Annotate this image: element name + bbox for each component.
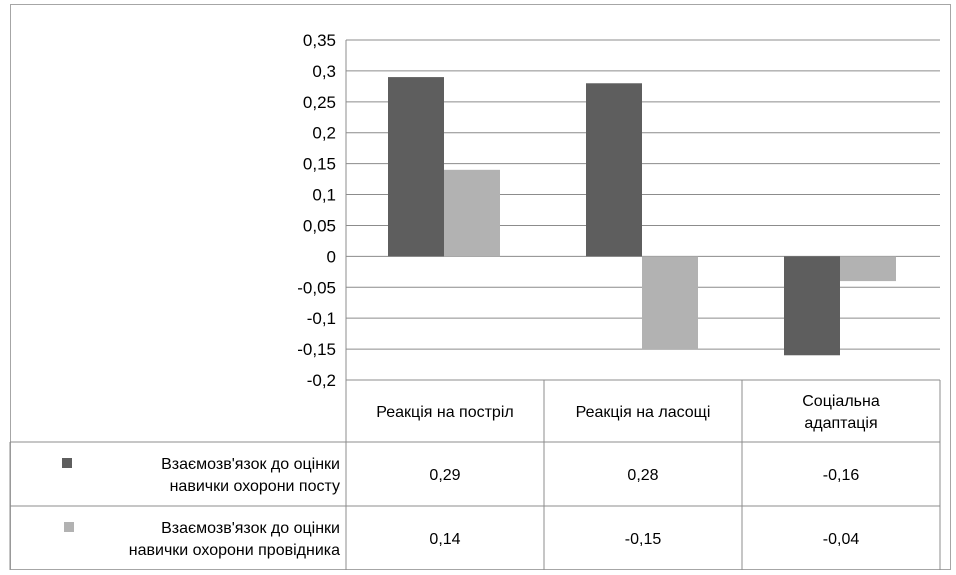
legend-label: навички охорони посту xyxy=(170,478,340,495)
legend-label: навички охорони провідника xyxy=(129,542,340,559)
legend-key xyxy=(62,458,72,468)
y-tick-label: 0 xyxy=(327,247,336,266)
y-tick-label: -0,05 xyxy=(297,278,336,297)
data-label: -0,04 xyxy=(823,531,860,548)
y-tick-label: 0,25 xyxy=(303,93,336,112)
table-header-cell: адаптація xyxy=(804,415,877,432)
y-tick-label: 0,1 xyxy=(312,186,336,205)
y-tick-label: 0,2 xyxy=(312,124,336,143)
y-tick-label: 0,35 xyxy=(303,31,336,50)
table-header-cell: Соціальна xyxy=(802,393,880,410)
data-label: -0,16 xyxy=(823,467,860,484)
y-tick-label: 0,15 xyxy=(303,155,336,174)
y-tick-label: 0,3 xyxy=(312,62,336,81)
y-axis-tick-labels: 0,35 0,3 0,25 0,2 0,15 0,1 0,05 0 -0,05 -0,1 -0,15… xyxy=(297,31,336,390)
legend-label: Взаємозв'язок до оцінки xyxy=(161,456,340,473)
bar xyxy=(586,83,642,257)
legend-key xyxy=(64,522,74,532)
y-tick-label: -0,2 xyxy=(307,371,336,390)
bar xyxy=(642,256,698,350)
bar xyxy=(444,169,500,257)
data-table: Реакція на постріл Реакція на ласощі Соціа… xyxy=(9,379,941,570)
data-label: 0,28 xyxy=(627,467,658,484)
data-label: 0,29 xyxy=(429,467,460,484)
y-tick-label: 0,05 xyxy=(303,216,336,235)
legend-label: Взаємозв'язок до оцінки xyxy=(161,520,340,537)
bar xyxy=(840,256,896,282)
bar xyxy=(784,256,840,356)
table-header-cell: Реакція на ласощі xyxy=(576,404,711,421)
data-label: -0,15 xyxy=(625,531,662,548)
y-tick-label: -0,1 xyxy=(307,309,336,328)
data-label: 0,14 xyxy=(429,531,460,548)
table-header-cell: Реакція на постріл xyxy=(376,404,513,421)
bars xyxy=(388,77,896,356)
y-tick-label: -0,15 xyxy=(297,340,336,359)
bar xyxy=(388,77,444,257)
